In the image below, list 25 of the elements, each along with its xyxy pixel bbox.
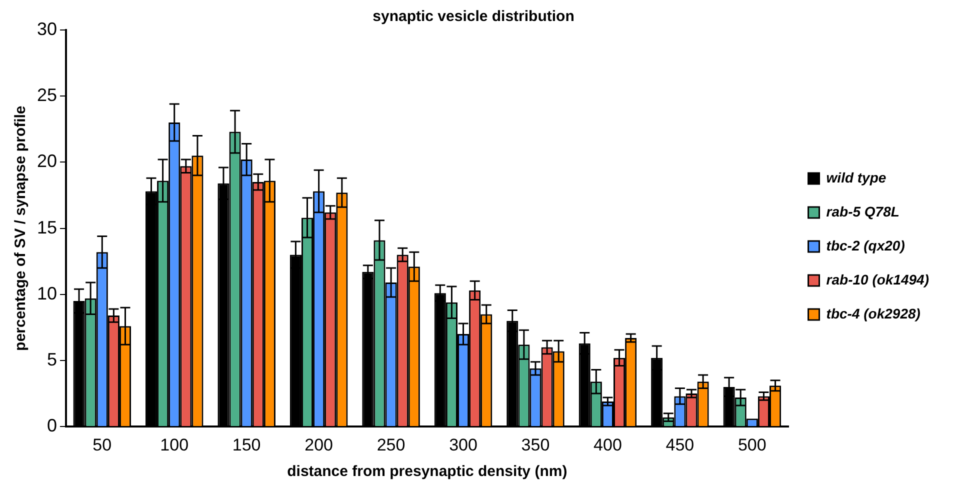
x-axis-title: distance from presynaptic density (nm) — [287, 463, 568, 480]
y-tick-label: 25 — [36, 85, 58, 106]
y-tick-label: 0 — [47, 416, 58, 436]
y-axis-title: percentage of SV / synapse profile — [12, 106, 30, 351]
x-tick-label: 400 — [594, 435, 622, 454]
x-tick-label: 100 — [160, 435, 189, 454]
x-tick-label: 250 — [376, 435, 406, 454]
x-tick-label: 150 — [232, 435, 261, 454]
x-tick-label: 200 — [304, 435, 333, 454]
chart-title: synaptic vesicle distribution — [372, 8, 574, 26]
legend-label: wild type — [826, 169, 886, 186]
legend-label: tbc-2 (qx20) — [826, 237, 906, 254]
y-tick-label: 20 — [36, 151, 58, 172]
x-tick-label: 300 — [449, 435, 478, 454]
x-tick-label: 450 — [666, 435, 694, 454]
y-tick-label: 15 — [36, 217, 58, 238]
y-tick-label: 30 — [36, 18, 58, 39]
legend-label: rab-5 Q78L — [826, 203, 900, 220]
x-tick-label: 350 — [521, 435, 550, 454]
x-tick-label: 50 — [92, 435, 112, 454]
y-tick-label: 10 — [36, 283, 58, 304]
legend-label: tbc-4 (ok2928) — [826, 305, 921, 322]
y-tick-label: 5 — [47, 349, 58, 370]
x-tick-label: 500 — [738, 435, 766, 454]
legend-label: rab-10 (ok1494) — [826, 271, 930, 288]
